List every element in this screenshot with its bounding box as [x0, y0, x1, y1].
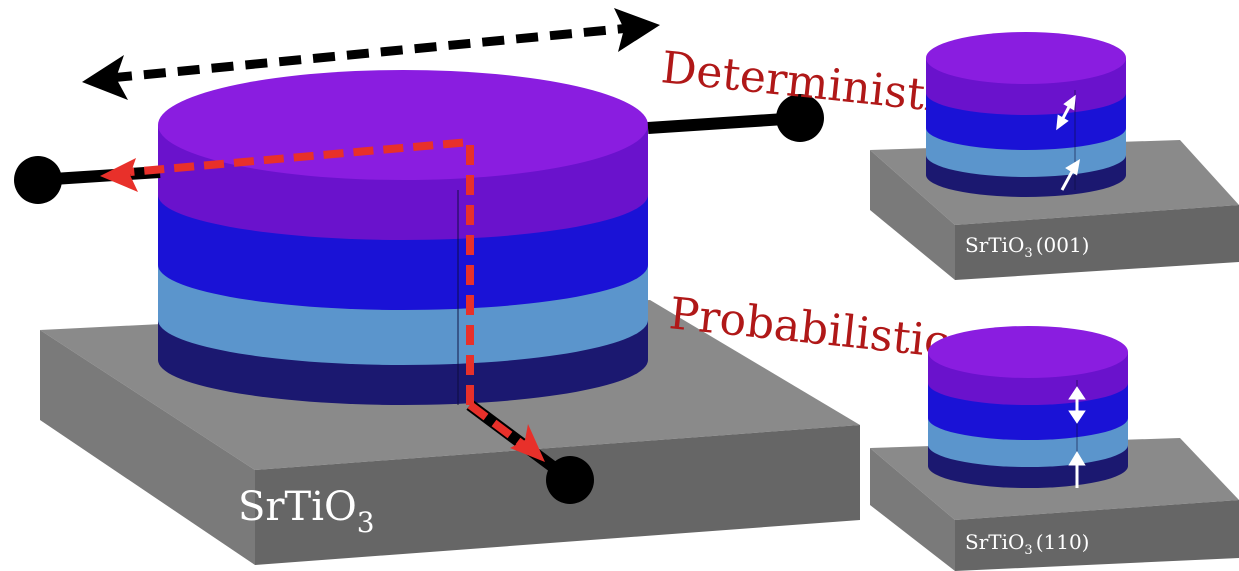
small-110-top-face	[928, 326, 1128, 378]
left-terminal	[14, 156, 62, 204]
bottom-terminal	[546, 456, 594, 504]
main-top-face	[158, 70, 648, 180]
main-pillar	[158, 70, 648, 405]
left-wire	[14, 156, 160, 204]
small-001-top-face	[926, 32, 1126, 84]
